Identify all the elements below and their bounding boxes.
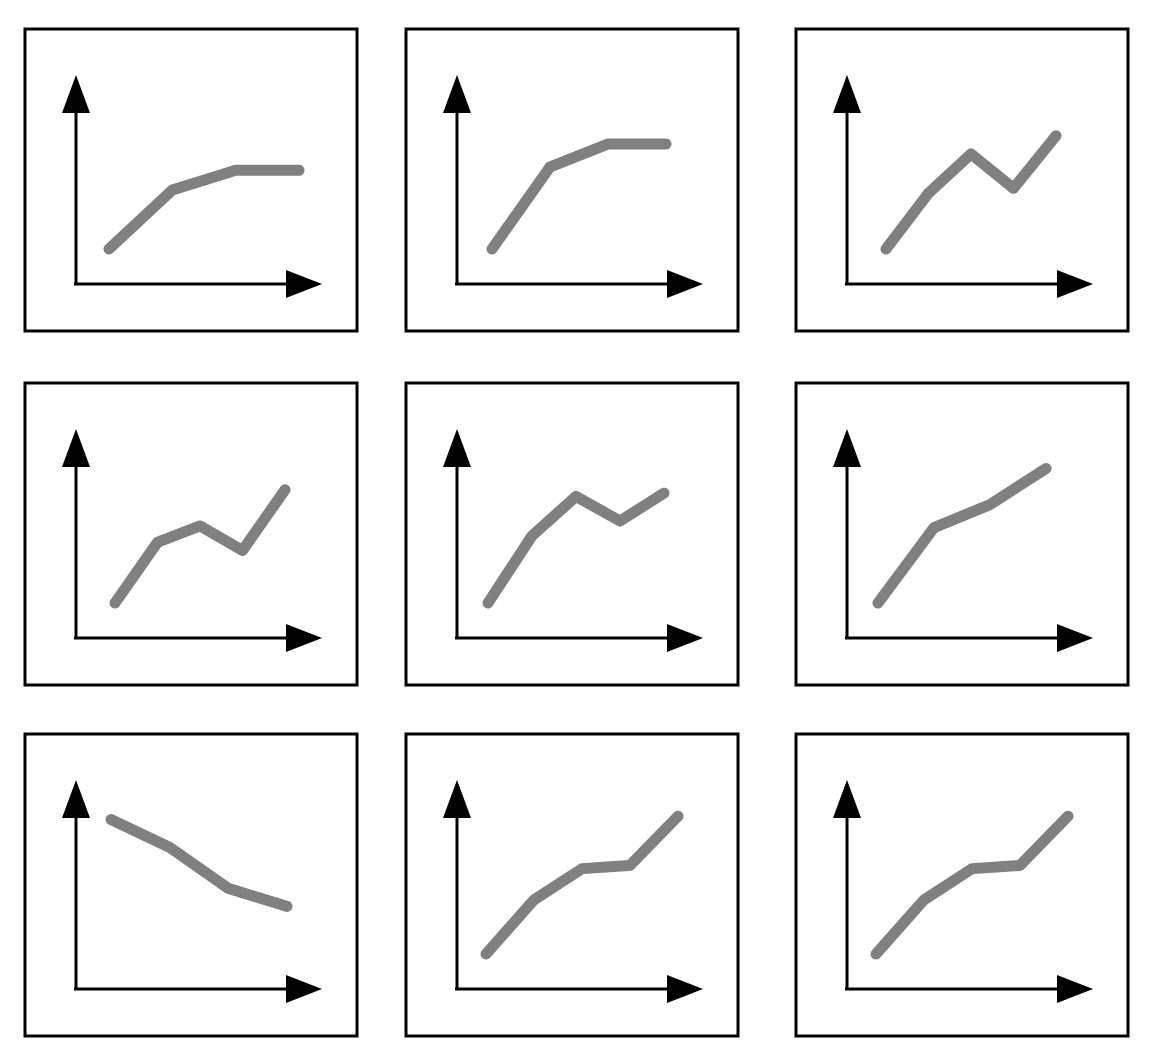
y-axis-arrow-icon — [833, 780, 861, 818]
y-axis-arrow-icon — [443, 75, 471, 113]
chart-panel — [794, 27, 1130, 333]
data-line — [103, 164, 305, 255]
y-axis-arrow-icon — [833, 75, 861, 113]
x-axis-arrow-icon — [667, 975, 703, 1003]
data-line — [109, 484, 291, 609]
y-axis-arrow-icon — [62, 429, 90, 467]
y-axis-arrow-icon — [443, 780, 471, 818]
x-axis-arrow-icon — [1057, 975, 1093, 1003]
y-axis-arrow-icon — [833, 429, 861, 467]
chart-panel — [794, 381, 1130, 687]
data-line — [105, 814, 293, 912]
chart-panel — [404, 732, 740, 1038]
x-axis-arrow-icon — [1057, 624, 1093, 652]
chart-panel — [794, 732, 1130, 1038]
data-line — [480, 810, 684, 960]
y-axis-arrow-icon — [443, 429, 471, 467]
chart-panel — [23, 27, 359, 333]
data-line — [486, 138, 672, 255]
x-axis-arrow-icon — [286, 270, 322, 298]
y-axis-arrow-icon — [62, 780, 90, 818]
chart-panel — [23, 381, 359, 687]
data-line — [482, 487, 670, 609]
data-line — [880, 130, 1062, 255]
chart-panel — [404, 381, 740, 687]
x-axis-arrow-icon — [1057, 270, 1093, 298]
x-axis-arrow-icon — [667, 270, 703, 298]
x-axis-arrow-icon — [667, 624, 703, 652]
chart-panel — [404, 27, 740, 333]
chart-panel — [23, 732, 359, 1038]
data-line — [870, 810, 1074, 960]
y-axis-arrow-icon — [62, 75, 90, 113]
x-axis-arrow-icon — [286, 975, 322, 1003]
data-line — [872, 463, 1052, 609]
x-axis-arrow-icon — [286, 624, 322, 652]
